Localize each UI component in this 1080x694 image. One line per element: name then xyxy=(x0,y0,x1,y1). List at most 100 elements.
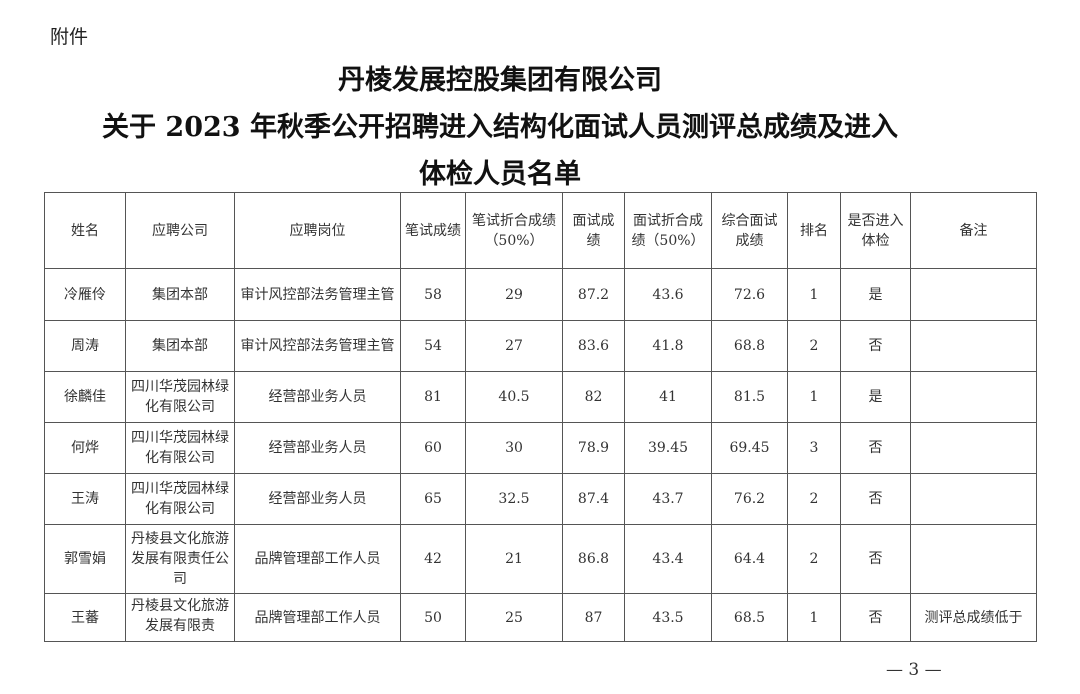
table-cell: 品牌管理部工作人员 xyxy=(234,593,401,642)
cell-text: 42 xyxy=(424,551,442,567)
table-cell: 否 xyxy=(840,320,911,372)
table-cell: 64.4 xyxy=(711,524,788,594)
table-cell: 27 xyxy=(465,320,563,372)
table-cell: 50 xyxy=(400,593,466,642)
table-cell: 43.4 xyxy=(624,524,712,594)
cell-text: 41 xyxy=(659,389,677,405)
table-cell: 82 xyxy=(562,371,625,423)
table-cell: 2 xyxy=(787,524,841,594)
table-cell: 43.6 xyxy=(624,268,712,321)
column-header: 应聘公司 xyxy=(125,192,235,269)
table-cell: 否 xyxy=(840,593,911,642)
cell-text: 32.5 xyxy=(498,491,530,507)
table-cell xyxy=(910,268,1037,321)
cell-text: 87 xyxy=(584,609,603,626)
cell-text: 86.8 xyxy=(577,551,610,567)
cell-text: 否 xyxy=(868,551,883,567)
cell-text: 76.2 xyxy=(733,491,766,507)
cell-text: 是 xyxy=(868,389,883,405)
table-cell: 81.5 xyxy=(711,371,788,423)
document-title-line-1: 丹棱发展控股集团有限公司 xyxy=(338,65,662,96)
cell-text: 43.7 xyxy=(652,491,684,507)
table-cell: 丹棱县文化旅游发展有限责任公司 xyxy=(125,524,235,594)
table-cell: 87 xyxy=(562,593,625,642)
cell-text: 27 xyxy=(505,338,523,354)
table-cell: 83.6 xyxy=(562,320,625,372)
table-cell: 王涛 xyxy=(44,473,126,525)
table-cell: 郭雪娟 xyxy=(44,524,126,594)
cell-text: 2 xyxy=(809,491,819,507)
table-cell: 四川华茂园林绿化有限公司 xyxy=(125,473,235,525)
cell-text: 四川华茂园林绿化有限公司 xyxy=(131,481,229,517)
table-cell: 是 xyxy=(840,268,911,321)
table-cell: 25 xyxy=(465,593,563,642)
cell-text: 审计风控部法务管理主管 xyxy=(240,286,395,303)
table-cell: 78.9 xyxy=(562,422,625,474)
table-cell: 是 xyxy=(840,371,911,423)
table-cell: 徐麟佳 xyxy=(44,371,126,423)
cell-text: 丹棱县文化旅游发展有限责 xyxy=(131,597,229,634)
cell-text: 郭雪娟 xyxy=(64,551,106,567)
cell-text: 是 xyxy=(868,286,883,303)
results-table: 姓名 应聘公司 应聘岗位 笔试成绩 笔试折合成绩（50%） 面试成绩 面试折合成绩（50%）… xyxy=(44,192,1037,642)
column-header: 面试折合成绩（50%） xyxy=(624,192,712,269)
cell-text: 43.6 xyxy=(652,286,684,303)
column-header: 笔试折合成绩（50%） xyxy=(465,192,563,269)
cell-text: 经营部业务人员 xyxy=(268,491,367,507)
table-cell: 集团本部 xyxy=(125,268,235,321)
cell-text: 品牌管理部工作人员 xyxy=(254,551,381,567)
table-cell: 审计风控部法务管理主管 xyxy=(234,268,401,321)
table-cell: 审计风控部法务管理主管 xyxy=(234,320,401,372)
table-cell: 1 xyxy=(787,371,841,423)
cell-text: 否 xyxy=(868,609,883,626)
column-header: 笔试成绩 xyxy=(400,192,466,269)
table-cell: 四川华茂园林绿化有限公司 xyxy=(125,371,235,423)
cell-text: 否 xyxy=(868,338,883,354)
table-cell: 经营部业务人员 xyxy=(234,473,401,525)
cell-text: 集团本部 xyxy=(152,286,208,303)
cell-text: 1 xyxy=(809,389,819,405)
table-header-row: 姓名 应聘公司 应聘岗位 笔试成绩 笔试折合成绩（50%） 面试成绩 面试折合成绩（50%）… xyxy=(44,192,1037,269)
cell-text: 1 xyxy=(809,609,819,626)
cell-text: 否 xyxy=(868,440,883,456)
cell-text: 经营部业务人员 xyxy=(268,440,367,456)
table-cell: 1 xyxy=(787,593,841,642)
table-cell: 58 xyxy=(400,268,466,321)
cell-text: 54 xyxy=(424,338,442,354)
cell-text: 81.5 xyxy=(733,389,766,405)
cell-text: 68.5 xyxy=(733,609,766,626)
table-cell: 王蕃 xyxy=(44,593,126,642)
table-cell: 40.5 xyxy=(465,371,563,423)
table-cell: 否 xyxy=(840,422,911,474)
table-cell: 41 xyxy=(624,371,712,423)
table-row: 徐麟佳 四川华茂园林绿化有限公司 经营部业务人员 81 40.5 82 41 81.5 1 是 xyxy=(44,371,1037,423)
table-cell: 32.5 xyxy=(465,473,563,525)
table-cell: 65 xyxy=(400,473,466,525)
cell-text: 测评总成绩低于 xyxy=(924,609,1023,626)
cell-text: 72.6 xyxy=(733,286,766,303)
table-cell: 否 xyxy=(840,524,911,594)
table-cell: 2 xyxy=(787,473,841,525)
cell-text: 丹棱县文化旅游发展有限责任公司 xyxy=(131,531,229,587)
document-title-line-3: 体检人员名单 xyxy=(419,159,581,190)
cell-text: 何烨 xyxy=(71,440,99,456)
table-cell: 丹棱县文化旅游发展有限责 xyxy=(125,593,235,642)
cell-text: 29 xyxy=(505,286,523,303)
table-row: 冷雁伶 集团本部 审计风控部法务管理主管 58 29 87.2 43.6 72.6 1 是 xyxy=(44,268,1037,321)
attachment-label: 附件 xyxy=(50,26,89,48)
cell-text: 21 xyxy=(505,551,523,567)
table-cell: 60 xyxy=(400,422,466,474)
cell-text: 87.2 xyxy=(577,286,610,303)
document-title-line-2: 关于 2023 年秋季公开招聘进入结构化面试人员测评总成绩及进入 xyxy=(102,112,898,143)
cell-text: 审计风控部法务管理主管 xyxy=(240,338,395,354)
cell-text: 68.8 xyxy=(733,338,766,354)
cell-text: 58 xyxy=(424,286,442,303)
table-cell: 43.7 xyxy=(624,473,712,525)
table-cell: 39.45 xyxy=(624,422,712,474)
table-cell: 29 xyxy=(465,268,563,321)
table-cell: 68.8 xyxy=(711,320,788,372)
cell-text: 41.8 xyxy=(652,338,684,354)
table-cell: 冷雁伶 xyxy=(44,268,126,321)
table-cell: 86.8 xyxy=(562,524,625,594)
table-cell: 42 xyxy=(400,524,466,594)
